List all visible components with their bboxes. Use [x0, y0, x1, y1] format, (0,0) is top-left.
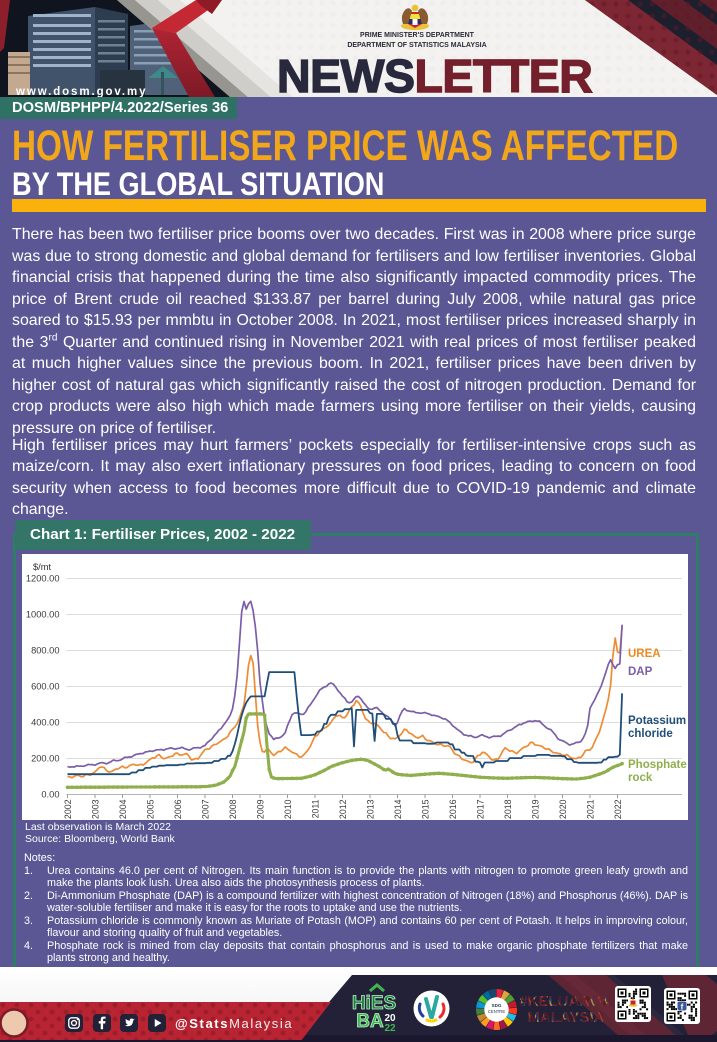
- svg-text:2008: 2008: [228, 799, 238, 819]
- svg-text:2009: 2009: [256, 799, 266, 819]
- svg-text:1200.00: 1200.00: [26, 574, 60, 584]
- svg-text:DAP: DAP: [628, 666, 653, 678]
- svg-text:2020: 2020: [558, 799, 568, 819]
- svg-text:DEPARTMENT OF STATISTICS MALAY: DEPARTMENT OF STATISTICS MALAYSIA: [347, 42, 486, 49]
- svg-text:BA: BA: [356, 1011, 384, 1032]
- svg-text:CENTRE: CENTRE: [488, 1009, 505, 1014]
- svg-text:20: 20: [384, 1013, 396, 1024]
- svg-text:800.00: 800.00: [31, 646, 59, 656]
- svg-text:2006: 2006: [173, 799, 183, 819]
- svg-text:2019: 2019: [531, 799, 541, 819]
- svg-text:f: f: [681, 1003, 684, 1012]
- svg-text:600.00: 600.00: [31, 682, 59, 692]
- svg-text:www.dosm.gov.my: www.dosm.gov.my: [15, 86, 147, 97]
- svg-text:0.00: 0.00: [41, 790, 59, 800]
- svg-text:SDG: SDG: [492, 1003, 502, 1008]
- svg-text:2005: 2005: [146, 799, 156, 819]
- svg-text:2011: 2011: [311, 799, 321, 818]
- svg-text:2021: 2021: [586, 799, 596, 819]
- svg-text:400.00: 400.00: [31, 718, 59, 728]
- svg-text:2016: 2016: [448, 799, 458, 819]
- svg-text:2015: 2015: [421, 799, 431, 819]
- svg-text:chloride: chloride: [628, 728, 673, 740]
- svg-text:2013: 2013: [366, 799, 376, 819]
- svg-text:Potassium: Potassium: [628, 715, 686, 727]
- svg-text:PRIME MINISTER'S DEPARTMENT: PRIME MINISTER'S DEPARTMENT: [360, 32, 475, 39]
- svg-text:UREA: UREA: [628, 648, 661, 660]
- svg-text:Phosphate: Phosphate: [628, 759, 687, 771]
- svg-text:$/mt: $/mt: [33, 562, 51, 572]
- svg-text:2002: 2002: [63, 799, 73, 819]
- svg-text:2004: 2004: [118, 799, 128, 819]
- svg-text:2010: 2010: [283, 799, 293, 819]
- svg-text:2003: 2003: [91, 799, 101, 819]
- svg-text:2007: 2007: [201, 799, 211, 819]
- svg-text:1000.00: 1000.00: [26, 610, 60, 620]
- svg-text:HiES: HiES: [352, 993, 396, 1014]
- svg-text:NEWSLETTER: NEWSLETTER: [277, 50, 592, 97]
- svg-text:2012: 2012: [338, 799, 348, 819]
- svg-text:2022: 2022: [613, 799, 623, 819]
- svg-text:2014: 2014: [393, 799, 403, 819]
- svg-text:200.00: 200.00: [31, 754, 59, 764]
- svg-text:2017: 2017: [476, 799, 486, 819]
- svg-text:22: 22: [384, 1023, 396, 1033]
- svg-text:rock: rock: [628, 772, 653, 784]
- svg-text:2018: 2018: [503, 799, 513, 819]
